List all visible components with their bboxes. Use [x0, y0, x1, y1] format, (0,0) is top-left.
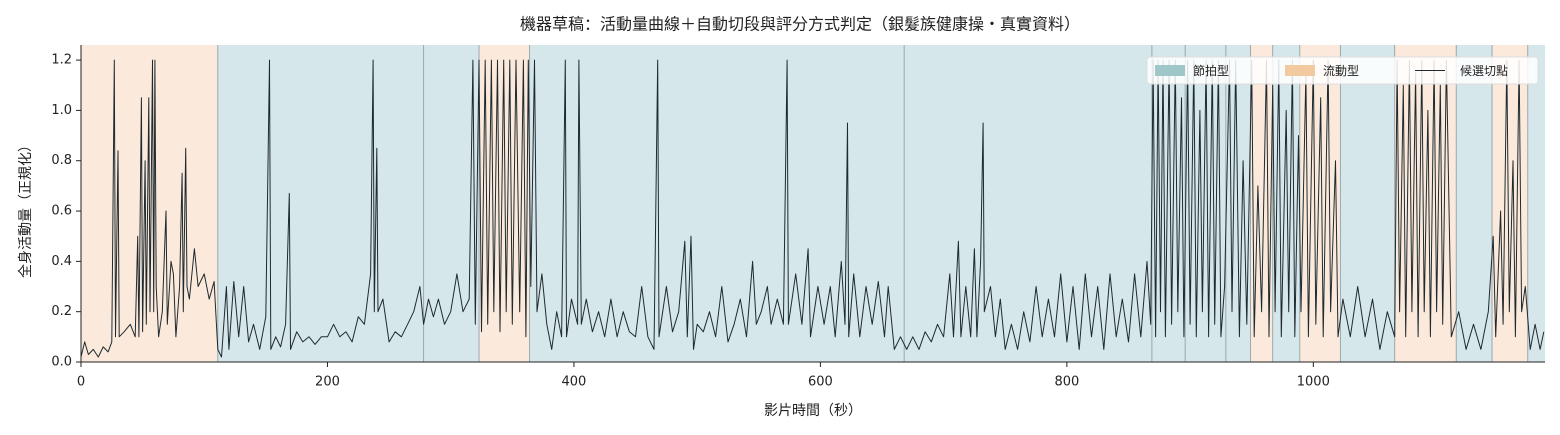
plot-area [80, 45, 1545, 362]
segment-band [217, 45, 424, 362]
activity-line [80, 59, 1545, 358]
segment-band [1340, 45, 1395, 362]
x-tick-label: 1000 [1297, 375, 1330, 390]
legend-swatch [1285, 65, 1315, 76]
y-tick-label: 1.2 [51, 53, 72, 68]
legend-label: 候選切點 [1460, 64, 1508, 78]
y-tick-label: 0.8 [51, 153, 72, 168]
segment-band [529, 45, 905, 362]
segment-band [1456, 45, 1493, 362]
y-tick-label: 0.4 [51, 254, 72, 269]
segment-band [1527, 45, 1545, 362]
y-axis-label: 全身活動量（正規化） [17, 138, 34, 278]
legend-label: 流動型 [1323, 64, 1359, 78]
segment-band [904, 45, 1152, 362]
y-tick-label: 0.2 [51, 304, 72, 319]
x-tick-label: 600 [808, 375, 833, 390]
y-tick-label: 0.0 [51, 355, 72, 370]
legend: 節拍型 流動型 候選切點 [1146, 56, 1539, 85]
segment-band [1492, 45, 1528, 362]
x-tick-label: 0 [77, 375, 85, 390]
x-tick-label: 200 [315, 375, 340, 390]
y-tick-label: 0.6 [51, 204, 72, 219]
legend-label: 節拍型 [1193, 63, 1229, 78]
x-tick-label: 800 [1054, 375, 1079, 390]
x-axis-label: 影片時間（秒） [764, 403, 862, 419]
x-tick-label: 400 [562, 375, 587, 390]
legend-box [1146, 56, 1539, 85]
chart-title: 機器草稿：活動量曲線＋自動切段與評分方式判定（銀髮族健康操・真實資料） [520, 15, 1080, 34]
legend-swatch [1155, 65, 1185, 76]
y-tick-label: 1.0 [51, 103, 72, 118]
